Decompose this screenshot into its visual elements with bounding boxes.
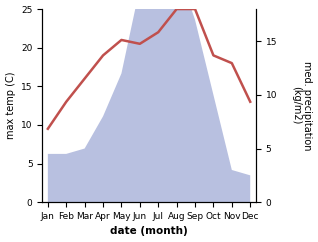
Y-axis label: max temp (C): max temp (C) — [5, 72, 16, 139]
Y-axis label: med. precipitation
(kg/m2): med. precipitation (kg/m2) — [291, 61, 313, 150]
X-axis label: date (month): date (month) — [110, 227, 188, 236]
